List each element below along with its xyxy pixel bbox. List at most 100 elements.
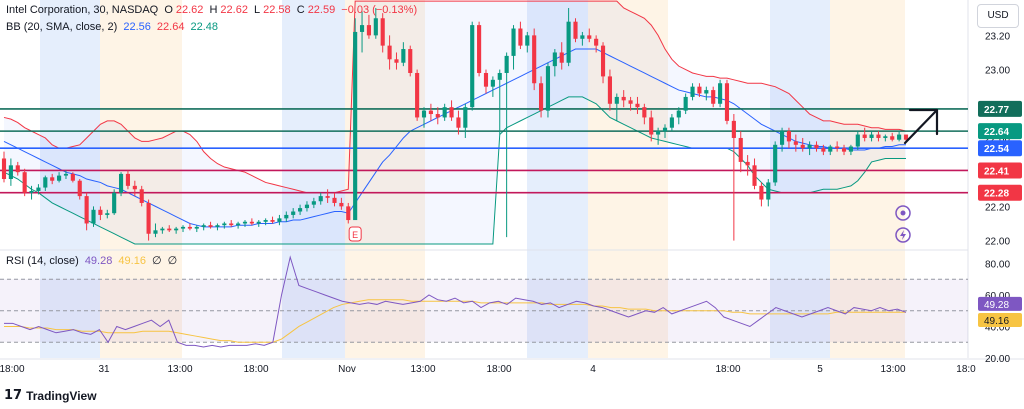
candle-10 — [70, 172, 75, 183]
symbol-name[interactable]: Intel Corporation, 30, NASDAQ — [6, 4, 159, 16]
price-label-text: 22.54 — [984, 144, 1009, 155]
earnings-marker[interactable]: E — [348, 226, 362, 242]
candle-76 — [525, 31, 530, 53]
candle-41 — [284, 211, 289, 222]
candle-body — [112, 192, 117, 214]
candle-body — [855, 134, 860, 147]
candle-body — [745, 161, 750, 166]
brand-name: TradingView — [26, 388, 97, 403]
bollinger-band-fill — [4, 1, 906, 244]
candle-125 — [862, 127, 867, 142]
currency-button[interactable]: USD — [977, 4, 1019, 28]
candle-30 — [208, 221, 213, 229]
symbol-legend: Intel Corporation, 30, NASDAQ O 22.62 H 22… — [6, 4, 420, 16]
candle-body — [628, 100, 633, 104]
candle-body — [731, 120, 736, 138]
candle-body — [573, 21, 578, 39]
candle-body — [174, 228, 179, 231]
candle-25 — [174, 226, 179, 234]
candle-body — [876, 134, 881, 138]
price-tick-label: 22.00 — [985, 237, 1010, 248]
candle-88 — [607, 69, 612, 111]
rsi-title: RSI (14, close) — [6, 255, 79, 267]
candle-body — [828, 146, 833, 152]
candle-114 — [786, 127, 792, 149]
price-label-text: 22.64 — [984, 127, 1009, 138]
candle-body — [559, 52, 564, 63]
candle-6 — [43, 175, 48, 191]
tradingview-logo[interactable]: 17 TradingView — [4, 388, 97, 403]
candle-32 — [222, 221, 227, 229]
candle-82 — [566, 8, 571, 67]
candle-40 — [277, 214, 282, 226]
candle-body — [635, 103, 640, 108]
candle-104 — [718, 79, 723, 108]
candle-5 — [36, 184, 41, 195]
candle-body — [229, 223, 234, 226]
price-label-text: 22.41 — [984, 166, 1009, 177]
time-tick-label: 31 — [98, 364, 110, 375]
lightning-bolt-shape — [900, 230, 906, 240]
rsi-tick-label: 60.00 — [985, 291, 1010, 302]
trend-arrow-annotation[interactable] — [903, 108, 939, 145]
lightning-icon[interactable] — [895, 227, 911, 243]
candle-body — [490, 79, 495, 87]
candle-body — [614, 96, 619, 104]
candle-126 — [869, 131, 874, 142]
candle-body — [738, 137, 743, 162]
rsi-ma-box — [978, 313, 1022, 328]
candle-115 — [793, 134, 798, 152]
session-band-6 — [770, 0, 830, 358]
candle-body — [236, 223, 241, 226]
candle-body — [125, 173, 131, 186]
bb-legend[interactable]: BB (20, SMA, close, 2) 22.56 22.64 22.48 — [6, 21, 221, 33]
candle-body — [566, 21, 571, 63]
candle-47 — [325, 189, 330, 203]
rsi-legend[interactable]: RSI (14, close) 49.28 49.16 ∅ ∅ — [6, 254, 180, 267]
chart-event-icon[interactable] — [895, 205, 911, 221]
candle-body — [167, 228, 172, 231]
chart-event-dot-icon — [900, 210, 906, 216]
candle-27 — [187, 223, 192, 231]
candle-19 — [132, 180, 137, 197]
candle-62 — [428, 103, 433, 121]
candle-body — [153, 230, 158, 234]
candle-body — [835, 146, 840, 149]
candle-body — [118, 173, 124, 193]
candle-body — [57, 175, 62, 181]
candle-body — [160, 228, 165, 231]
candle-body — [284, 214, 289, 219]
candle-70 — [483, 69, 489, 94]
candle-63 — [435, 107, 440, 125]
candle-body — [532, 35, 537, 84]
rsi-extra-1: ∅ — [152, 255, 162, 267]
candle-0 — [1, 151, 7, 183]
candle-body — [408, 49, 413, 73]
candle-127 — [876, 131, 881, 142]
candle-111 — [766, 179, 771, 207]
candle-body — [683, 96, 688, 111]
price-tick-label: 22.60 — [985, 134, 1010, 145]
candle-96 — [662, 124, 668, 138]
candle-body — [346, 206, 351, 221]
rsi-value-box — [978, 296, 1022, 311]
candle-87 — [600, 42, 606, 84]
high-value: 22.62 — [220, 4, 248, 16]
candle-body — [291, 211, 296, 215]
candle-78 — [539, 76, 544, 118]
candle-61 — [421, 107, 427, 128]
candle-74 — [511, 25, 516, 70]
candle-body — [545, 66, 551, 111]
candle-117 — [807, 141, 812, 156]
candle-body — [215, 225, 220, 227]
candle-body — [676, 110, 681, 118]
time-tick-label: 18:00 — [0, 364, 25, 375]
candle-body — [180, 226, 186, 229]
candle-body — [98, 209, 103, 215]
candle-4 — [29, 185, 34, 200]
candle-2 — [15, 161, 20, 176]
candle-body — [752, 165, 757, 186]
bollinger-upper-line — [3, 0, 907, 194]
candle-93 — [642, 103, 647, 125]
